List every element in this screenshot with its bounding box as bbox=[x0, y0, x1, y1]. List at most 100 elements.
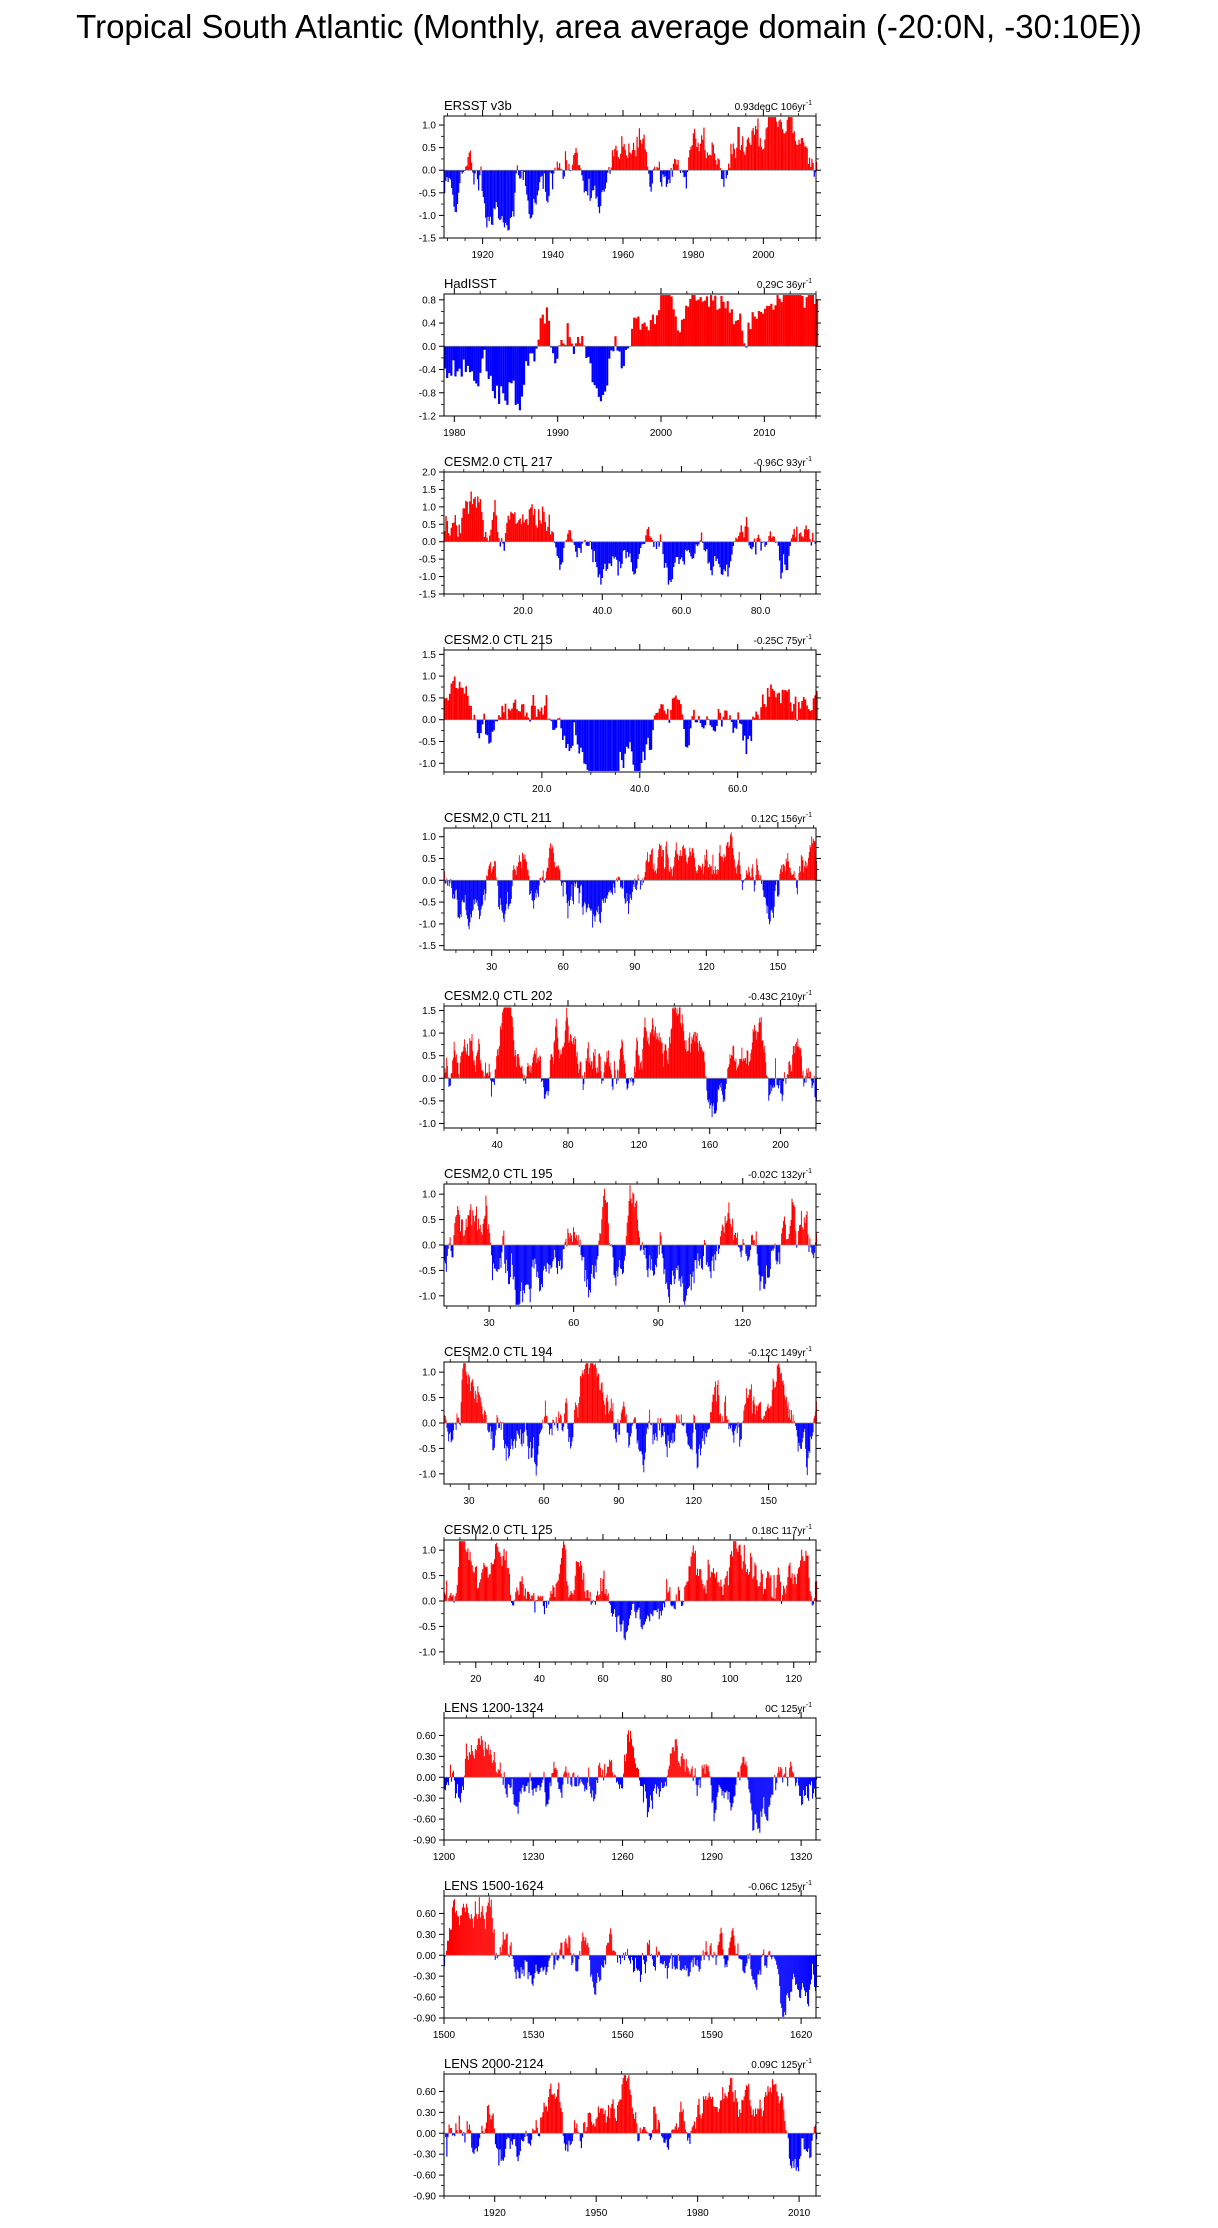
positive-bar bbox=[610, 1408, 611, 1423]
negative-bar bbox=[531, 1955, 532, 1975]
negative-bar bbox=[530, 170, 531, 218]
negative-bar bbox=[706, 542, 707, 550]
positive-bar bbox=[480, 1917, 481, 1955]
negative-bar bbox=[556, 1955, 557, 1960]
positive-bar bbox=[792, 1199, 793, 1245]
negative-bar bbox=[766, 1245, 767, 1266]
positive-bar bbox=[609, 1760, 610, 1778]
positive-bar bbox=[738, 1545, 739, 1601]
positive-bar bbox=[584, 1072, 585, 1078]
positive-bar bbox=[791, 873, 792, 881]
negative-bar bbox=[477, 346, 479, 386]
negative-bar bbox=[544, 170, 545, 173]
positive-bar bbox=[472, 1381, 473, 1423]
negative-bar bbox=[593, 1245, 594, 1278]
positive-bar bbox=[461, 2130, 462, 2133]
positive-bar bbox=[796, 1584, 797, 1601]
negative-bar bbox=[472, 2133, 473, 2152]
positive-bar bbox=[676, 1739, 677, 1777]
positive-bar bbox=[531, 1596, 532, 1601]
negative-bar bbox=[623, 1245, 624, 1273]
bar-series bbox=[444, 676, 818, 770]
positive-bar bbox=[636, 137, 637, 170]
positive-bar bbox=[473, 1386, 474, 1423]
negative-bar bbox=[788, 1955, 789, 1997]
positive-bar bbox=[460, 1541, 461, 1601]
negative-bar bbox=[519, 2133, 520, 2155]
positive-bar bbox=[587, 1590, 588, 1601]
negative-bar bbox=[722, 170, 723, 179]
positive-bar bbox=[633, 1194, 634, 1245]
positive-bar bbox=[770, 1575, 771, 1601]
positive-bar bbox=[517, 165, 518, 170]
positive-bar bbox=[493, 1933, 494, 1956]
negative-bar bbox=[567, 2133, 568, 2151]
positive-bar bbox=[468, 1760, 469, 1778]
negative-bar bbox=[569, 1423, 570, 1437]
positive-bar bbox=[768, 117, 769, 170]
negative-bar bbox=[595, 1245, 596, 1266]
negative-bar bbox=[536, 880, 537, 897]
negative-bar bbox=[670, 542, 671, 582]
positive-bar bbox=[491, 2115, 492, 2133]
positive-bar bbox=[808, 1068, 809, 1078]
negative-bar bbox=[581, 880, 582, 884]
trend-value: -0.12C 149yr bbox=[748, 1348, 806, 1359]
negative-bar bbox=[542, 1955, 543, 1971]
positive-bar bbox=[701, 532, 702, 541]
positive-bar bbox=[645, 872, 646, 880]
positive-bar bbox=[450, 2128, 451, 2133]
positive-bar bbox=[587, 1943, 588, 1955]
positive-bar bbox=[790, 702, 792, 719]
positive-bar bbox=[666, 841, 667, 880]
negative-bar bbox=[690, 1955, 691, 1972]
positive-bar bbox=[737, 1943, 738, 1955]
positive-bar bbox=[477, 1589, 478, 1601]
negative-bar bbox=[674, 1245, 675, 1284]
negative-bar bbox=[535, 880, 536, 893]
positive-bar bbox=[697, 1569, 698, 1601]
negative-bar bbox=[721, 542, 722, 575]
positive-bar bbox=[781, 122, 782, 170]
positive-bar bbox=[735, 868, 736, 880]
positive-bar bbox=[476, 1750, 477, 1777]
negative-bar bbox=[655, 1423, 656, 1433]
positive-bar bbox=[649, 862, 650, 881]
negative-bar bbox=[745, 1245, 746, 1254]
positive-bar bbox=[547, 1416, 548, 1423]
negative-bar bbox=[801, 1955, 802, 1989]
positive-bar bbox=[715, 866, 716, 880]
positive-bar bbox=[755, 875, 756, 880]
positive-bar bbox=[527, 525, 528, 542]
negative-bar bbox=[576, 542, 577, 558]
positive-bar bbox=[792, 1202, 793, 1245]
positive-bar bbox=[723, 1227, 724, 1245]
negative-bar bbox=[663, 2133, 664, 2142]
positive-bar bbox=[682, 1753, 683, 1777]
negative-bar bbox=[494, 346, 496, 398]
negative-bar bbox=[649, 1245, 650, 1255]
positive-bar bbox=[510, 1595, 511, 1601]
positive-bar bbox=[597, 1373, 598, 1423]
negative-bar bbox=[746, 720, 748, 754]
negative-bar bbox=[572, 1423, 573, 1441]
negative-bar bbox=[585, 170, 586, 191]
positive-bar bbox=[599, 1390, 600, 1423]
negative-bar bbox=[697, 1245, 698, 1253]
positive-bar bbox=[768, 1404, 769, 1423]
negative-bar bbox=[771, 1777, 772, 1794]
negative-bar bbox=[598, 542, 599, 578]
positive-bar bbox=[550, 843, 551, 880]
positive-bar bbox=[676, 1594, 677, 1601]
negative-bar bbox=[663, 1423, 664, 1437]
positive-bar bbox=[567, 323, 569, 346]
negative-bar bbox=[638, 1423, 639, 1449]
negative-bar bbox=[646, 1777, 647, 1798]
negative-bar bbox=[682, 1601, 683, 1606]
positive-bar bbox=[660, 534, 661, 541]
negative-bar bbox=[584, 1245, 585, 1281]
negative-bar bbox=[573, 880, 574, 904]
negative-bar bbox=[589, 1245, 590, 1290]
positive-bar bbox=[487, 1567, 488, 1601]
